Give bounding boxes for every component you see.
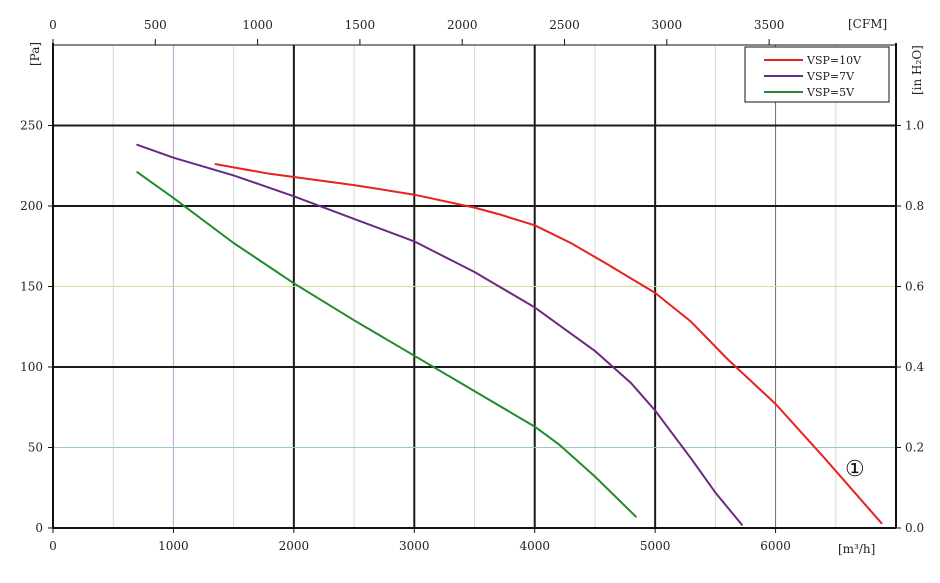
- x-top-tick-label: 3500: [754, 18, 785, 32]
- x-bottom-tick-label: 2000: [279, 539, 310, 553]
- x-bottom-tick-label: 4000: [519, 539, 550, 553]
- x-top-tick-label: 500: [144, 18, 167, 32]
- y-left-tick-label: 250: [20, 119, 43, 133]
- y-right-tick-label: 0.2: [905, 441, 924, 455]
- x-top-tick-label: 2500: [549, 18, 580, 32]
- x-top-tick-label: 1500: [345, 18, 376, 32]
- y-right-unit-label: [in H₂O]: [910, 45, 924, 95]
- x-top-tick-label: 1000: [242, 18, 273, 32]
- y-left-unit-label: [Pa]: [28, 42, 42, 66]
- x-bottom-tick-label: 0: [49, 539, 57, 553]
- y-right-tick-label: 0.0: [905, 521, 924, 535]
- legend-label: VSP=10V: [806, 54, 862, 67]
- x-bottom-unit-label: [m³/h]: [838, 542, 875, 556]
- y-right-tick-label: 0.4: [905, 360, 924, 374]
- x-bottom-tick-label: 1000: [158, 539, 189, 553]
- x-top-tick-label: 3000: [652, 18, 683, 32]
- x-bottom-tick-label: 6000: [760, 539, 791, 553]
- y-left-tick-label: 50: [28, 441, 43, 455]
- y-left-tick-label: 100: [20, 360, 43, 374]
- series-line-1: [214, 163, 883, 525]
- y-left-tick-label: 200: [20, 199, 43, 213]
- x-top-tick-label: 2000: [447, 18, 478, 32]
- series-line-2: [136, 143, 743, 526]
- legend-label: VSP=5V: [806, 86, 855, 99]
- curve-marker-annotation: ①: [845, 457, 865, 482]
- series-lines: [136, 143, 883, 526]
- y-right-tick-label: 0.6: [905, 280, 924, 294]
- legend-label: VSP=7V: [806, 70, 855, 83]
- y-right-tick-label: 0.8: [905, 199, 924, 213]
- x-top-tick-label: 0: [49, 18, 57, 32]
- series-line-3: [136, 171, 637, 518]
- x-bottom-tick-label: 3000: [399, 539, 430, 553]
- grid: [53, 45, 896, 528]
- x-bottom-tick-label: 5000: [640, 539, 671, 553]
- y-left-tick-label: 150: [20, 280, 43, 294]
- y-left-tick-label: 0: [35, 521, 43, 535]
- x-top-unit-label: [CFM]: [848, 17, 887, 31]
- legend: VSP=10V VSP=7V VSP=5V: [744, 46, 890, 103]
- y-right-tick-label: 1.0: [905, 119, 924, 133]
